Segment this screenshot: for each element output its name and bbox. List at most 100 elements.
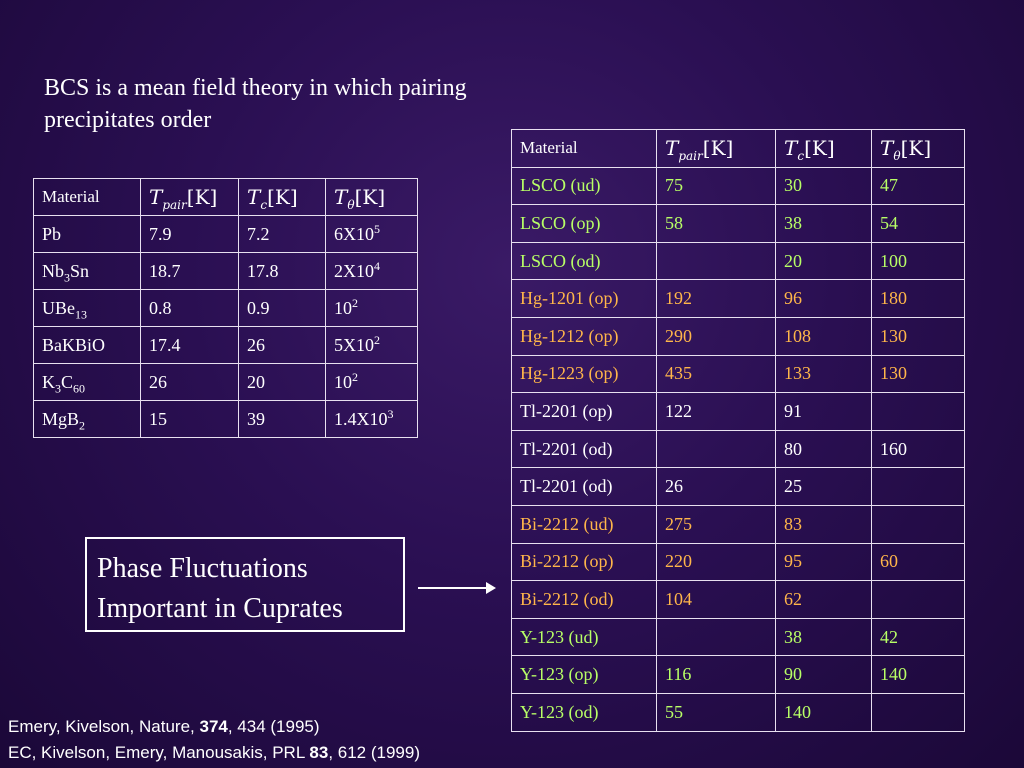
cell-t-c: 30 (775, 166, 872, 206)
conventional-superconductors-table: Material Tpair[K] Tc[K] Tθ[K] Pb 7.9 7.2… (33, 178, 418, 438)
cell-t-theta: 2X104 (325, 252, 418, 290)
table-row: Tl-2201 (od) 26 25 (511, 467, 965, 506)
table-row: Nb3Sn 18.7 17.8 2X104 (33, 252, 418, 290)
cell-t-pair: 104 (656, 580, 776, 619)
cell-t-c: 20 (775, 241, 872, 281)
cell-t-theta: 102 (325, 289, 418, 327)
cell-t-pair: 75 (656, 166, 776, 206)
cell-t-c: 25 (775, 467, 872, 506)
table-row: Bi-2212 (op) 220 95 60 (511, 542, 965, 582)
cell-t-pair: 116 (656, 655, 776, 694)
references: Emery, Kivelson, Nature, 374, 434 (1995)… (8, 714, 420, 766)
header-t-theta: Tθ[K] (871, 129, 965, 168)
table-row: MgB2 15 39 1.4X103 (33, 400, 418, 438)
cell-t-c: 20 (238, 363, 326, 401)
table-row: LSCO (op) 58 38 54 (511, 204, 965, 243)
cell-t-pair: 7.9 (140, 215, 239, 253)
cell-t-c: 108 (775, 316, 872, 356)
cell-material: Hg-1223 (op) (511, 354, 657, 394)
cell-t-theta: 60 (871, 542, 965, 582)
cell-t-pair: 290 (656, 316, 776, 356)
cell-material: Y-123 (ud) (511, 617, 657, 657)
cell-t-pair: 17.4 (140, 326, 239, 364)
cell-t-theta (871, 692, 965, 732)
cell-t-pair: 192 (656, 279, 776, 318)
cell-t-c: 80 (775, 429, 872, 469)
cell-t-c: 38 (775, 617, 872, 657)
cell-t-pair: 26 (656, 467, 776, 506)
header-t-pair: Tpair[K] (140, 178, 239, 216)
cell-t-theta (871, 504, 965, 544)
reference-2: EC, Kivelson, Emery, Manousakis, PRL 83,… (8, 743, 420, 762)
cell-t-pair: 435 (656, 354, 776, 394)
cell-t-pair: 122 (656, 392, 776, 431)
table-row: Hg-1201 (op) 192 96 180 (511, 279, 965, 318)
cell-t-c: 26 (238, 326, 326, 364)
table-row: UBe13 0.8 0.9 102 (33, 289, 418, 327)
cell-t-c: 38 (775, 204, 872, 243)
cell-t-theta: 160 (871, 429, 965, 469)
header-material: Material (33, 178, 141, 216)
cell-t-pair: 220 (656, 542, 776, 582)
cell-t-pair: 15 (140, 400, 239, 438)
cell-material: LSCO (od) (511, 241, 657, 281)
cell-t-c: 95 (775, 542, 872, 582)
header-t-pair: Tpair[K] (656, 129, 776, 168)
table-row: BaKBiO 17.4 26 5X102 (33, 326, 418, 364)
cell-material: Nb3Sn (33, 252, 141, 290)
cell-t-c: 133 (775, 354, 872, 394)
cell-t-theta: 130 (871, 354, 965, 394)
header-t-c: Tc[K] (238, 178, 326, 216)
table-row: LSCO (ud) 75 30 47 (511, 166, 965, 206)
cell-material: Tl-2201 (op) (511, 392, 657, 431)
cell-material: K3C60 (33, 363, 141, 401)
cell-t-c: 96 (775, 279, 872, 318)
cell-t-pair: 55 (656, 692, 776, 732)
table-row: K3C60 26 20 102 (33, 363, 418, 401)
cell-material: Tl-2201 (od) (511, 429, 657, 469)
cell-material: Pb (33, 215, 141, 253)
header-t-c: Tc[K] (775, 129, 872, 168)
header-t-theta: Tθ[K] (325, 178, 418, 216)
cell-material: Bi-2212 (op) (511, 542, 657, 582)
cell-t-theta: 42 (871, 617, 965, 657)
table-row: Hg-1223 (op) 435 133 130 (511, 354, 965, 394)
cell-material: Bi-2212 (ud) (511, 504, 657, 544)
slide-title: BCS is a mean field theory in which pair… (44, 75, 467, 133)
cell-t-c: 90 (775, 655, 872, 694)
cell-t-theta: 140 (871, 655, 965, 694)
cell-t-pair: 18.7 (140, 252, 239, 290)
cell-t-pair: 26 (140, 363, 239, 401)
cell-material: Tl-2201 (od) (511, 467, 657, 506)
cell-t-theta (871, 392, 965, 431)
cell-t-theta: 47 (871, 166, 965, 206)
cuprate-superconductors-table: Material Tpair[K] Tc[K] Tθ[K] LSCO (ud) 7… (511, 129, 965, 732)
callout-box: Phase Fluctuations Important in Cuprates (85, 537, 405, 632)
table-row: Bi-2212 (od) 104 62 (511, 580, 965, 619)
callout-line-1: Phase Fluctuations (97, 553, 308, 584)
cell-material: UBe13 (33, 289, 141, 327)
cell-material: Hg-1201 (op) (511, 279, 657, 318)
cell-t-c: 62 (775, 580, 872, 619)
callout-line-2: Important in Cuprates (97, 593, 343, 624)
cell-material: MgB2 (33, 400, 141, 438)
cell-t-c: 83 (775, 504, 872, 544)
cell-t-c: 7.2 (238, 215, 326, 253)
cell-t-c: 17.8 (238, 252, 326, 290)
cell-material: BaKBiO (33, 326, 141, 364)
cell-t-c: 0.9 (238, 289, 326, 327)
table-header-row: Material Tpair[K] Tc[K] Tθ[K] (511, 129, 965, 168)
cell-t-theta: 5X102 (325, 326, 418, 364)
cell-t-pair (656, 617, 776, 657)
cell-t-c: 39 (238, 400, 326, 438)
table-row: Tl-2201 (op) 122 91 (511, 392, 965, 431)
table-row: Hg-1212 (op) 290 108 130 (511, 316, 965, 356)
table-row: Y-123 (ud) 38 42 (511, 617, 965, 657)
header-material: Material (511, 129, 657, 168)
cell-t-theta: 102 (325, 363, 418, 401)
cell-t-theta: 180 (871, 279, 965, 318)
cell-t-theta: 130 (871, 316, 965, 356)
cell-material: Y-123 (od) (511, 692, 657, 732)
cell-t-pair (656, 429, 776, 469)
arrow-right-icon (418, 582, 496, 594)
